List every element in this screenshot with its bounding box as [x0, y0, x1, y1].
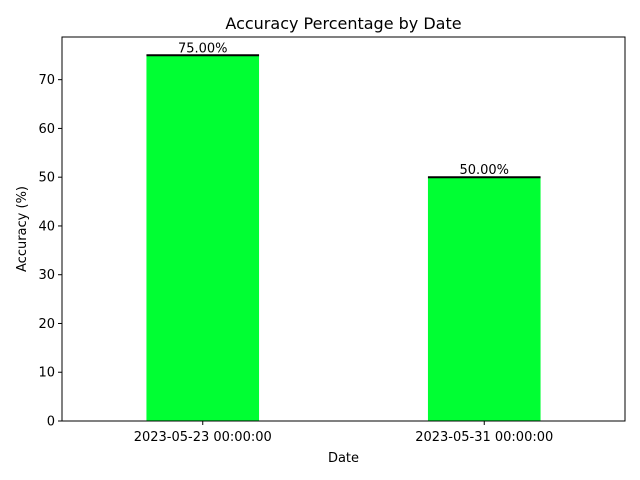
data-label-0: 75.00% [178, 41, 228, 56]
y-tick-label-7: 70 [38, 73, 55, 88]
y-tick-label-3: 30 [38, 268, 55, 283]
chart-title: Accuracy Percentage by Date [225, 14, 461, 33]
y-tick-label-0: 0 [47, 415, 55, 430]
plot-area: 75.00% 50.00% 0 10 20 30 40 50 60 70 2023-05-23 00… [38, 36, 626, 445]
y-tick-label-6: 60 [38, 122, 55, 137]
plot-frame [61, 36, 626, 422]
bar-1 [427, 177, 541, 421]
x-tick-label-1: 2023-05-31 00:00:00 [415, 430, 553, 445]
x-tick-label-0: 2023-05-23 00:00:00 [134, 430, 272, 445]
x-axis-label: Date [328, 451, 359, 466]
data-label-1: 50.00% [459, 163, 509, 178]
y-tick-label-4: 40 [38, 219, 55, 234]
y-tick-label-1: 10 [38, 366, 55, 381]
y-tick-label-2: 20 [38, 317, 55, 332]
y-axis-label: Accuracy (%) [15, 186, 30, 272]
y-tick-label-5: 50 [38, 171, 55, 186]
bar-0 [146, 55, 260, 422]
